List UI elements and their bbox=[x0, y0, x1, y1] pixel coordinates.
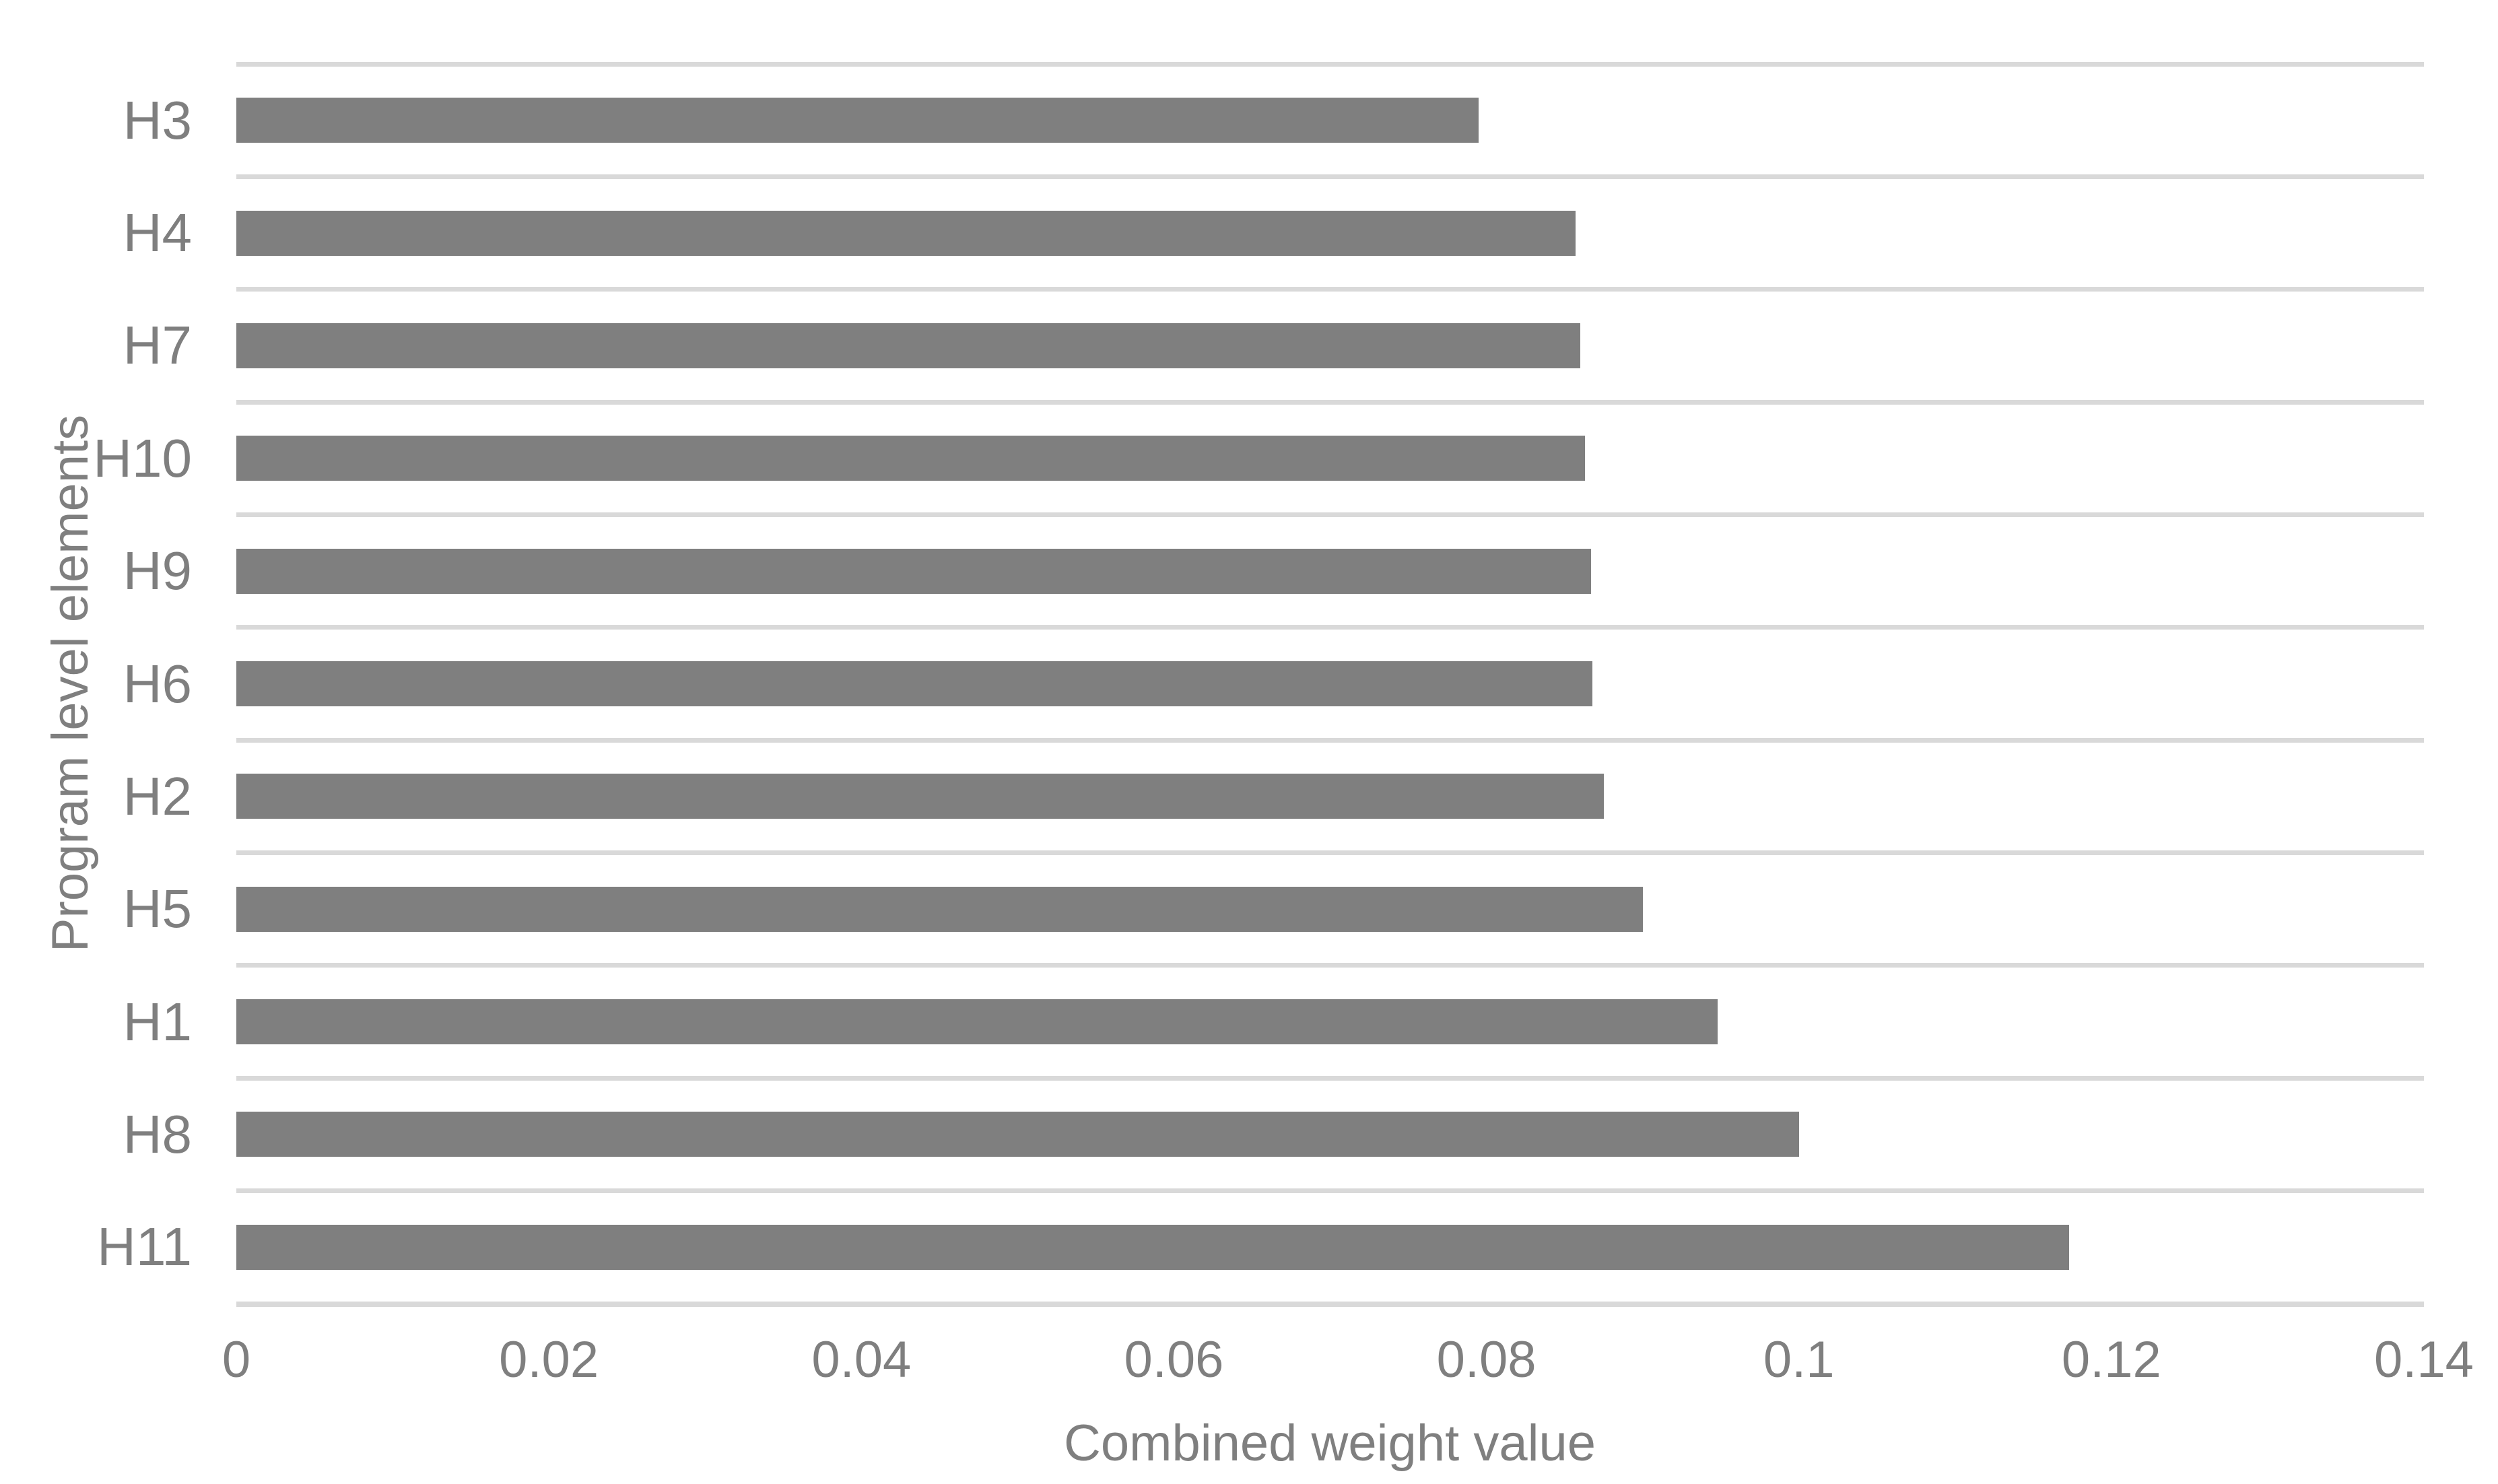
category-axis-line bbox=[236, 1301, 2424, 1307]
bar-H10 bbox=[236, 436, 1585, 481]
bar-H3 bbox=[236, 98, 1479, 143]
gridline bbox=[236, 512, 2424, 517]
bar-H8 bbox=[236, 1112, 1799, 1157]
bar-H1 bbox=[236, 999, 1718, 1045]
bar-H2 bbox=[236, 774, 1604, 819]
x-tick-label-0: 0 bbox=[222, 1331, 251, 1388]
category-label-H8: H8 bbox=[123, 1104, 192, 1164]
gridline bbox=[236, 625, 2424, 630]
bar-H9 bbox=[236, 548, 1592, 594]
category-label-H3: H3 bbox=[123, 90, 192, 150]
category-label-H11: H11 bbox=[97, 1217, 192, 1277]
x-tick-label-0.02: 0.02 bbox=[499, 1331, 599, 1388]
gridline bbox=[236, 399, 2424, 405]
bar-H6 bbox=[236, 661, 1593, 706]
x-tick-label-0.1: 0.1 bbox=[1763, 1331, 1835, 1388]
x-tick-label-0.08: 0.08 bbox=[1436, 1331, 1537, 1388]
plot-area bbox=[236, 61, 2424, 1307]
category-label-H1: H1 bbox=[123, 991, 192, 1052]
bar-H7 bbox=[236, 323, 1580, 368]
gridline bbox=[236, 1075, 2424, 1081]
category-label-H7: H7 bbox=[123, 315, 192, 376]
category-label-H2: H2 bbox=[123, 766, 192, 826]
category-label-H6: H6 bbox=[123, 653, 192, 714]
gridline bbox=[236, 850, 2424, 856]
x-tick-label-0.04: 0.04 bbox=[811, 1331, 912, 1388]
x-axis-title: Combined weight value bbox=[1063, 1415, 1596, 1472]
category-label-H4: H4 bbox=[123, 203, 192, 263]
bar-H5 bbox=[236, 886, 1643, 932]
gridline bbox=[236, 737, 2424, 743]
gridline bbox=[236, 287, 2424, 292]
gridline bbox=[236, 963, 2424, 968]
bar-H11 bbox=[236, 1224, 2070, 1270]
gridline bbox=[236, 174, 2424, 179]
category-label-H9: H9 bbox=[123, 541, 192, 601]
gridline bbox=[236, 1188, 2424, 1194]
bar-H4 bbox=[236, 210, 1576, 256]
x-tick-label-0.12: 0.12 bbox=[2061, 1331, 2161, 1388]
category-label-H10: H10 bbox=[93, 428, 192, 488]
x-tick-label-0.14: 0.14 bbox=[2374, 1331, 2474, 1388]
category-label-H5: H5 bbox=[123, 879, 192, 939]
gridline bbox=[236, 61, 2424, 67]
x-tick-label-0.06: 0.06 bbox=[1124, 1331, 1224, 1388]
